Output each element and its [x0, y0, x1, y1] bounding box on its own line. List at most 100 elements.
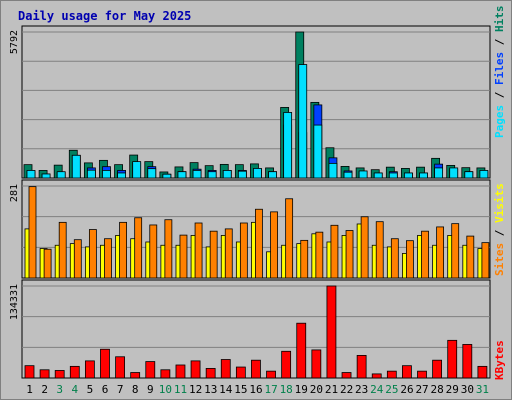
x-tick-label: 27: [415, 383, 428, 396]
x-tick-label: 8: [132, 383, 139, 396]
x-tick-label: 14: [219, 383, 233, 396]
legend-pages: Pages: [493, 105, 506, 138]
bar-kbytes-day-20: [311, 349, 322, 379]
x-tick-label: 20: [310, 383, 323, 396]
bar-pages-day-1: [26, 170, 36, 179]
y-max-label: 134331: [9, 284, 20, 320]
bar-kbytes-day-10: [160, 369, 171, 379]
bar-kbytes-day-30: [462, 344, 473, 379]
x-tick-label: 10: [159, 383, 172, 396]
bar-kbytes-day-9: [145, 361, 156, 379]
bar-sites-day-4: [73, 239, 82, 279]
bar-pages-day-21: [328, 162, 338, 179]
bar-sites-day-22: [345, 230, 354, 279]
panel-visits-sites: 281: [9, 179, 491, 279]
chart-title: Daily usage for May 2025: [18, 9, 191, 23]
legend-separator: /: [493, 85, 506, 105]
bar-pages-day-9: [147, 168, 157, 179]
x-tick-label: 26: [400, 383, 413, 396]
bar-kbytes-day-12: [190, 360, 201, 379]
bar-sites-day-6: [104, 238, 112, 279]
bar-sites-day-17: [270, 211, 278, 279]
bar-sites-day-14: [224, 228, 233, 279]
bar-kbytes-day-17: [266, 370, 276, 379]
bar-sites-day-12: [194, 222, 203, 279]
bar-kbytes-day-11: [175, 364, 186, 379]
bar-kbytes-day-8: [130, 372, 141, 379]
bar-pages-day-22: [343, 171, 353, 179]
legend-kbytes: KBytes: [493, 340, 506, 380]
bar-kbytes-day-14: [220, 359, 231, 379]
panel-kbytes: 134331: [9, 279, 491, 379]
legend-separator: /: [493, 223, 506, 243]
x-tick-label: 31: [476, 383, 489, 396]
bar-pages-day-7: [117, 172, 126, 179]
x-tick-label: 23: [355, 383, 368, 396]
bar-kbytes-day-24: [371, 373, 382, 379]
bar-pages-day-15: [237, 170, 247, 179]
bar-sites-day-5: [88, 229, 97, 279]
bar-pages-day-14: [222, 170, 232, 179]
bar-pages-day-30: [464, 171, 474, 179]
bar-kbytes-day-26: [402, 365, 412, 379]
bar-kbytes-day-15: [235, 366, 246, 379]
bar-kbytes-day-23: [356, 354, 367, 379]
x-tick-label: 15: [234, 383, 247, 396]
legend-hits: Hits: [493, 6, 506, 33]
bar-kbytes-day-7: [115, 356, 125, 379]
bar-pages-day-25: [388, 172, 398, 179]
x-tick-label: 3: [56, 383, 63, 396]
y-max-label: 281: [9, 184, 20, 202]
bar-sites-day-20: [315, 231, 324, 279]
x-tick-label: 21: [325, 383, 338, 396]
bar-kbytes-day-6: [100, 348, 110, 379]
bar-kbytes-day-31: [477, 365, 488, 379]
bar-pages-day-17: [268, 171, 277, 179]
bar-kbytes-day-22: [341, 372, 352, 379]
bar-sites-day-27: [421, 230, 429, 279]
panel-hits-files-pages: 5792: [9, 25, 491, 179]
bar-pages-day-2: [41, 173, 51, 179]
bar-pages-day-12: [192, 170, 202, 179]
bar-pages-day-8: [132, 161, 142, 179]
bar-sites-day-23: [360, 216, 369, 279]
x-tick-label: 4: [72, 383, 79, 396]
bar-sites-day-8: [134, 217, 143, 279]
bar-sites-day-26: [406, 240, 414, 279]
x-tick-label: 5: [87, 383, 94, 396]
bar-sites-day-10: [164, 219, 173, 279]
x-tick-label: 16: [249, 383, 262, 396]
bar-sites-day-9: [149, 224, 158, 279]
bar-sites-day-15: [239, 222, 248, 279]
bar-pages-day-20: [313, 124, 323, 179]
bar-sites-day-18: [285, 198, 294, 279]
bar-pages-day-19: [298, 64, 308, 179]
x-tick-label: 22: [340, 383, 353, 396]
bar-pages-day-16: [253, 168, 262, 179]
bar-sites-day-16: [255, 208, 263, 279]
x-tick-label: 29: [446, 383, 459, 396]
bar-pages-day-23: [358, 170, 368, 179]
bar-kbytes-day-16: [251, 359, 261, 379]
x-tick-label: 17: [264, 383, 277, 396]
bar-pages-day-4: [71, 154, 81, 179]
bar-kbytes-day-19: [296, 322, 307, 379]
bar-pages-day-29: [449, 167, 459, 179]
bar-pages-day-13: [207, 171, 217, 179]
bar-sites-day-24: [375, 221, 384, 279]
bar-sites-day-28: [436, 226, 445, 279]
bar-sites-day-11: [179, 234, 188, 279]
x-tick-label: 1: [26, 383, 33, 396]
legend-separator: /: [493, 32, 506, 52]
series-kbytes: [24, 285, 488, 379]
series-sites: [28, 186, 490, 279]
x-tick-label: 28: [431, 383, 444, 396]
bar-pages-day-11: [177, 171, 187, 179]
bar-kbytes-day-28: [432, 359, 443, 379]
x-tick-label: 2: [41, 383, 48, 396]
bar-kbytes-day-1: [24, 365, 35, 379]
legend-visits-sites: Sites / Visits: [493, 183, 506, 276]
legend-hits-files-pages: Pages / Files / Hits: [493, 6, 506, 139]
bar-sites-day-25: [390, 238, 399, 279]
bar-kbytes-day-25: [386, 370, 397, 379]
